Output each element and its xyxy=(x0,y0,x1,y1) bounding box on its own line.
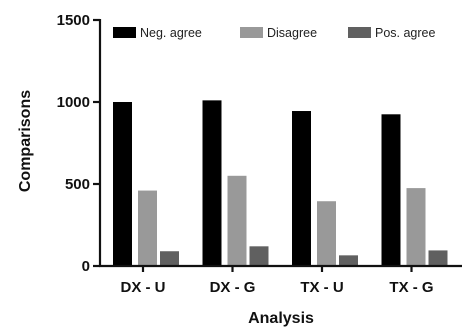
y-axis-title: Comparisons xyxy=(17,90,34,192)
bar-disagree-3 xyxy=(406,188,426,266)
legend-swatch xyxy=(113,27,136,38)
legend-label: Neg. agree xyxy=(140,26,202,40)
bar-neg-agree-3 xyxy=(381,114,401,266)
y-tick-label: 1500 xyxy=(57,12,90,29)
bar-disagree-2 xyxy=(317,201,336,266)
legend: Neg. agree Disagree Pos. agree xyxy=(113,26,436,40)
bar-pos-agree-1 xyxy=(249,246,269,266)
x-tick-label: TX - U xyxy=(300,279,343,296)
bar-disagree-0 xyxy=(138,190,157,266)
axes-group xyxy=(98,19,462,268)
y-tick-label: 500 xyxy=(65,176,90,193)
legend-swatch xyxy=(348,27,371,38)
x-ticks-group: DX - U DX - G TX - U TX - G xyxy=(121,266,434,296)
bar-pos-agree-2 xyxy=(339,255,358,266)
x-tick-label: DX - U xyxy=(121,279,166,296)
legend-label: Disagree xyxy=(267,26,317,40)
legend-label: Pos. agree xyxy=(375,26,436,40)
legend-swatch xyxy=(240,27,263,38)
bar-disagree-1 xyxy=(227,175,247,266)
x-tick-label: TX - G xyxy=(389,279,433,296)
bar-pos-agree-0 xyxy=(160,251,179,266)
x-axis-title: Analysis xyxy=(248,310,314,327)
bar-neg-agree-0 xyxy=(113,102,132,266)
y-tick-label: 0 xyxy=(82,258,90,275)
x-tick-label: DX - G xyxy=(210,279,256,296)
y-tick-label: 1000 xyxy=(57,94,90,111)
bar-pos-agree-3 xyxy=(428,250,448,266)
bars-group xyxy=(113,100,448,267)
bar-neg-agree-2 xyxy=(292,111,311,267)
y-ticks-group: 0 500 1000 1500 xyxy=(57,12,100,275)
bar-neg-agree-1 xyxy=(202,100,222,266)
